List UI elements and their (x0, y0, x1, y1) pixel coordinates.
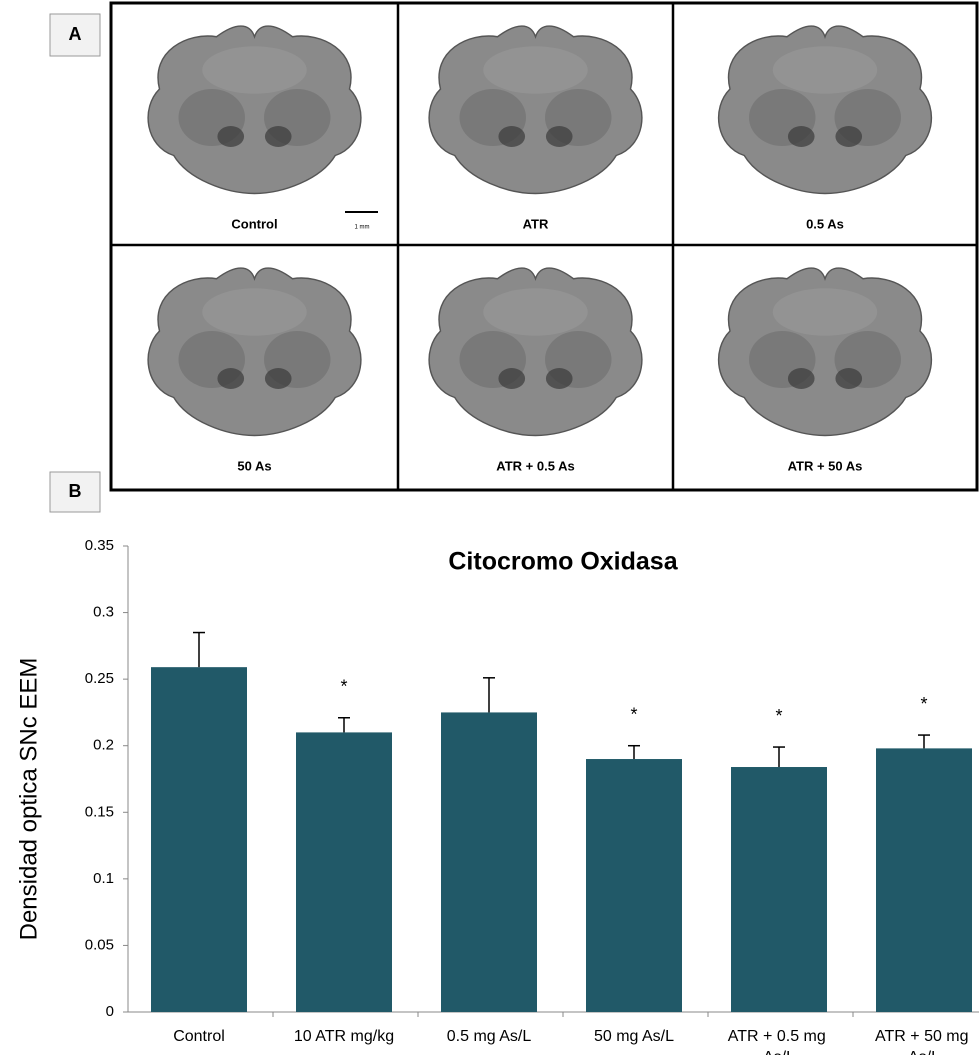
y-tick-label: 0.2 (93, 737, 114, 754)
bar (441, 712, 537, 1012)
chart-title: Citocromo Oxidasa (448, 548, 678, 576)
x-tick-label: ATR + 0.5 mg As/L (728, 1028, 830, 1055)
x-tick-label: 0.5 mg As/L (447, 1028, 532, 1045)
x-tick-label: 10 ATR mg/kg (294, 1028, 394, 1045)
bar (876, 748, 972, 1012)
image-caption: ATR + 0.5 As (496, 458, 574, 473)
y-tick-label: 0 (106, 1003, 114, 1020)
image-caption: ATR + 50 As (788, 458, 863, 473)
panel-label: A (69, 24, 82, 44)
panel-a: A B 1 mm Control ATR 0.5 As 50 As ATR + 0.5 … (50, 3, 977, 512)
significance-mark: * (775, 706, 782, 726)
bar (296, 732, 392, 1012)
significance-mark: * (340, 677, 347, 697)
x-tick-label: 50 mg As/L (594, 1028, 674, 1045)
y-tick-label: 0.1 (93, 870, 114, 887)
y-tick-label: 0.15 (85, 803, 114, 820)
scale-label: 1 mm (355, 225, 370, 231)
x-tick-label: Control (173, 1028, 225, 1045)
chart: Citocromo Oxidasa Densidad optica SNc EEM… (15, 537, 979, 1055)
panel-label: B (69, 481, 82, 501)
y-tick-label: 0.05 (85, 936, 114, 953)
y-tick-label: 0.35 (85, 537, 114, 554)
x-tick-label: ATR + 50 mg As/L (875, 1028, 973, 1055)
image-caption: Control (231, 216, 277, 231)
image-caption: 0.5 As (806, 216, 844, 231)
y-axis-label: Densidad optica SNc EEM (15, 658, 42, 941)
y-tick-label: 0.25 (85, 670, 114, 687)
bar (586, 759, 682, 1012)
image-caption: 50 As (237, 458, 271, 473)
bar (151, 667, 247, 1012)
significance-mark: * (630, 704, 637, 724)
figure: A B 1 mm Control ATR 0.5 As 50 As ATR + 0.5 … (0, 0, 979, 1055)
bar (731, 767, 827, 1012)
significance-mark: * (920, 694, 927, 714)
y-tick-label: 0.3 (93, 604, 114, 621)
image-caption: ATR (523, 216, 549, 231)
